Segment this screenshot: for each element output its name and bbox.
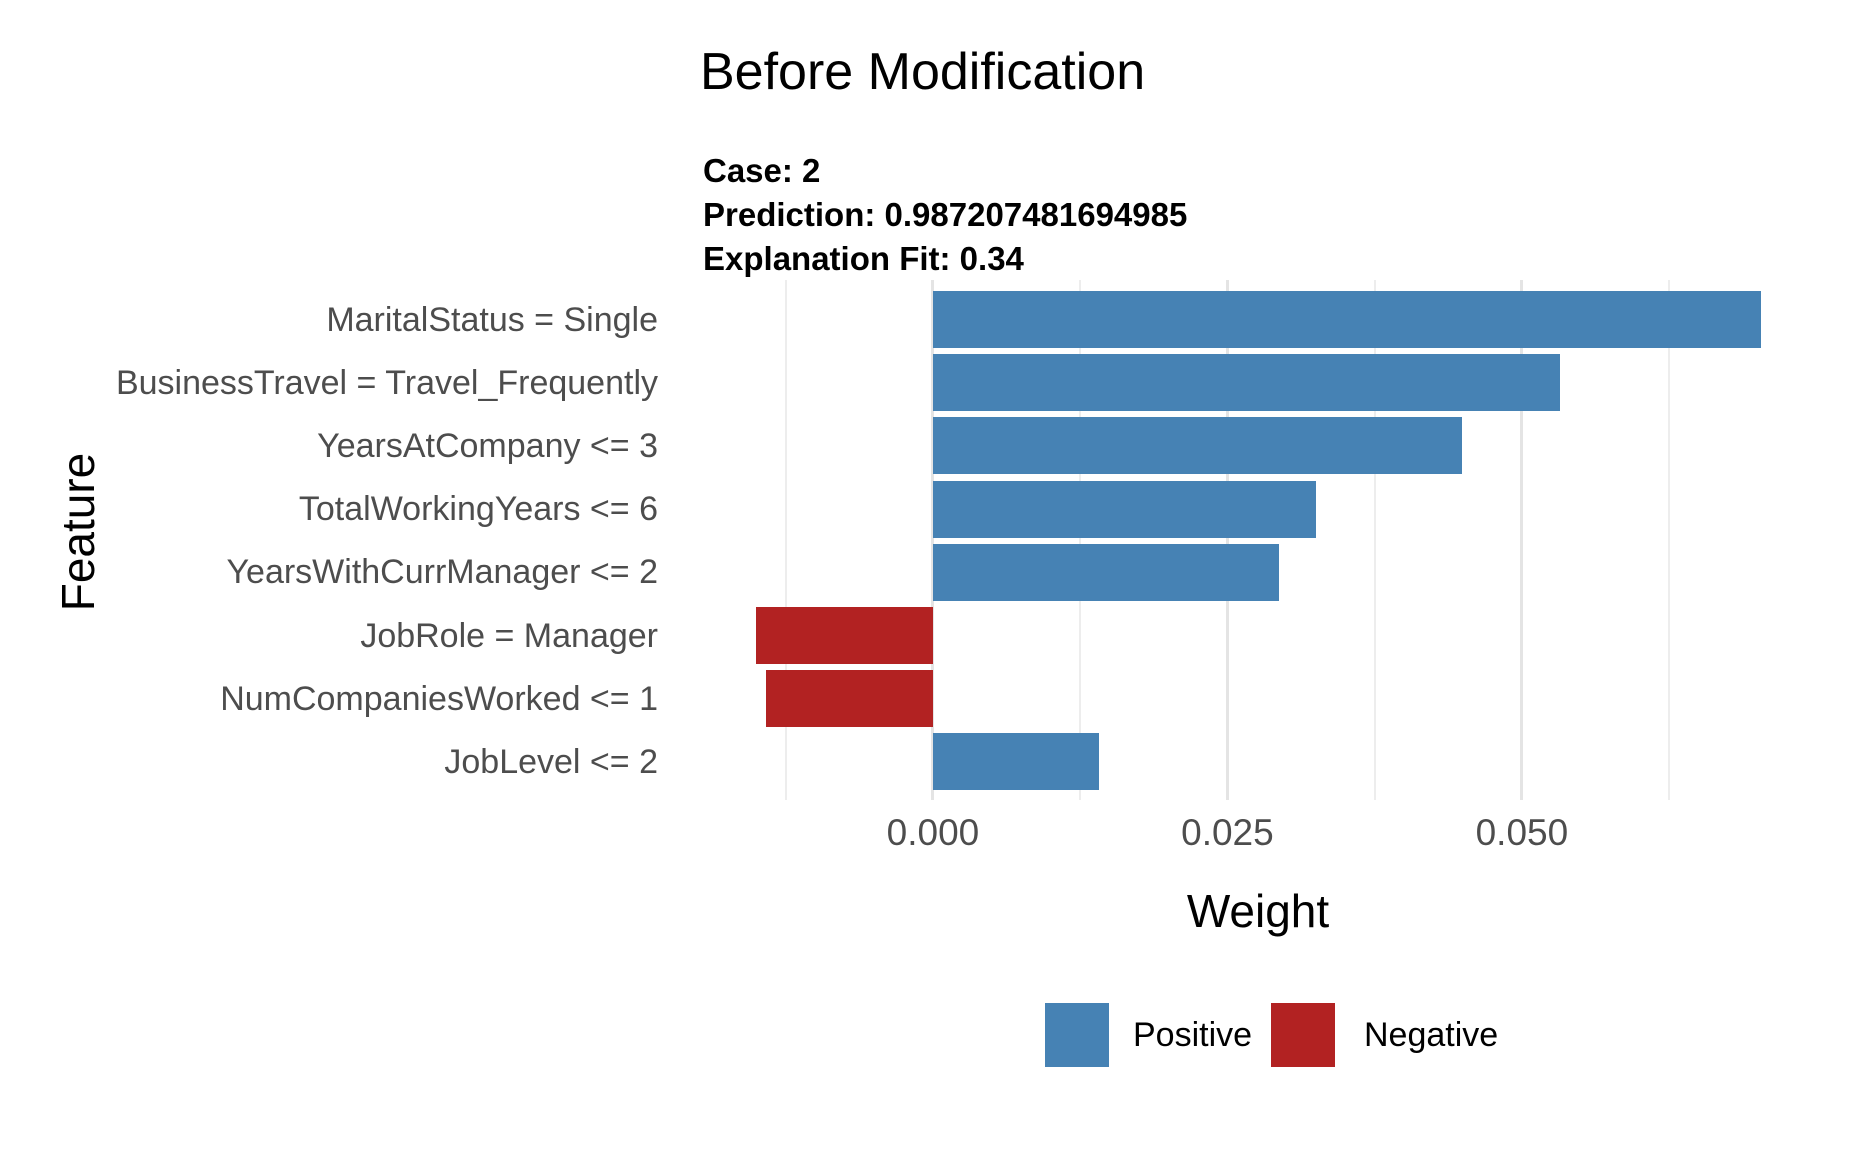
major-gridline bbox=[1520, 280, 1524, 800]
y-axis-label: BusinessTravel = Travel_Frequently bbox=[115, 363, 658, 402]
y-axis-label: JobLevel <= 2 bbox=[444, 742, 658, 781]
bar-8 bbox=[932, 733, 1100, 791]
y-axis-label: YearsAtCompany <= 3 bbox=[317, 426, 658, 465]
bar-1 bbox=[932, 291, 1761, 348]
y-axis-title: Feature bbox=[52, 452, 104, 612]
plot-title: Before Modification bbox=[700, 43, 1146, 101]
major-gridline bbox=[1225, 280, 1229, 800]
subtitle-fit: Explanation Fit: 0.34 bbox=[703, 240, 1024, 277]
y-axis-label: TotalWorkingYears <= 6 bbox=[298, 490, 658, 529]
x-axis-tick-label: 0.050 bbox=[1475, 812, 1569, 853]
plot-panel bbox=[706, 280, 1810, 800]
y-axis-label: NumCompaniesWorked <= 1 bbox=[220, 679, 658, 718]
x-axis-title: Weight bbox=[1186, 885, 1330, 937]
bar-5 bbox=[932, 543, 1280, 601]
bar-7 bbox=[765, 670, 933, 728]
subtitle-prediction: Prediction: 0.987207481694985 bbox=[703, 196, 1188, 233]
bar-3 bbox=[932, 417, 1462, 475]
bar-2 bbox=[932, 354, 1560, 412]
minor-gridline bbox=[1668, 280, 1671, 800]
minor-gridline bbox=[784, 280, 787, 800]
y-axis-label: MaritalStatus = Single bbox=[326, 300, 658, 339]
bar-6 bbox=[756, 607, 933, 664]
y-axis-label: JobRole = Manager bbox=[360, 616, 658, 655]
bar-4 bbox=[932, 480, 1316, 538]
x-axis-tick-label: 0.025 bbox=[1181, 812, 1274, 853]
major-gridline bbox=[931, 280, 935, 800]
x-axis-tick-label: 0.000 bbox=[886, 812, 980, 853]
subtitle-case: Case: 2 bbox=[703, 152, 821, 189]
minor-gridline bbox=[1373, 280, 1376, 800]
legend-label-positive: Positive bbox=[1133, 1016, 1253, 1054]
legend-key-positive bbox=[1045, 1003, 1109, 1067]
y-axis-label: YearsWithCurrManager <= 2 bbox=[226, 553, 658, 592]
minor-gridline bbox=[1079, 280, 1082, 800]
legend-label-negative: Negative bbox=[1364, 1016, 1499, 1054]
legend-key-negative bbox=[1271, 1003, 1335, 1067]
